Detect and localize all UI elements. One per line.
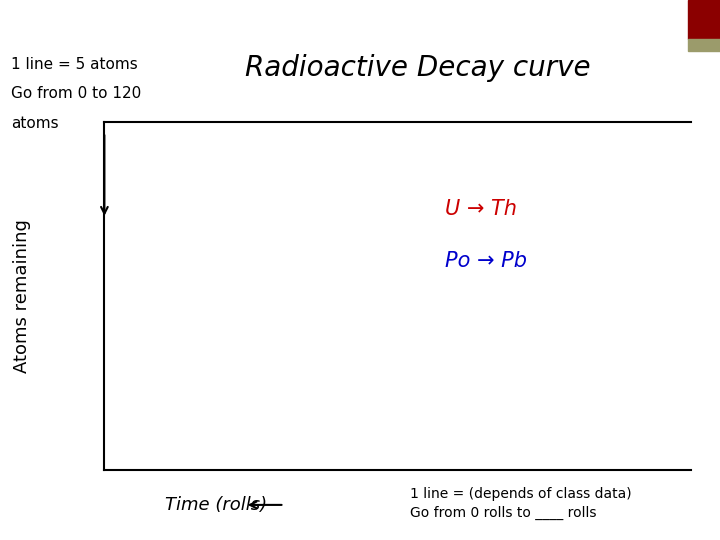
Text: 1 line = 5 atoms: 1 line = 5 atoms [11,57,138,72]
Text: Radioactive Decay curve: Radioactive Decay curve [245,53,590,82]
Text: Po → Pb: Po → Pb [445,251,527,271]
Text: Go from 0 to 120: Go from 0 to 120 [11,86,141,102]
Text: 1 line = (depends of class data): 1 line = (depends of class data) [410,487,632,501]
Text: U → Th: U → Th [445,199,517,219]
Text: Time (rolls): Time (rolls) [165,496,267,514]
Bar [688,39,720,51]
Text: Atoms remaining: Atoms remaining [12,219,30,373]
Text: Go from 0 rolls to ____ rolls: Go from 0 rolls to ____ rolls [410,506,597,520]
Text: atoms: atoms [11,116,58,131]
Bar [688,0,720,39]
